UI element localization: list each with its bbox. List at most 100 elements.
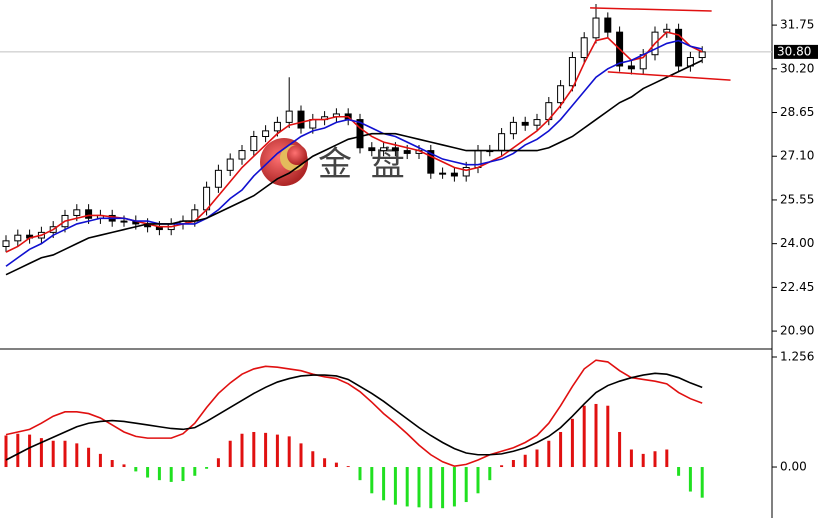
histogram-bar — [358, 467, 362, 481]
trendline — [607, 71, 731, 81]
histogram-bar — [594, 403, 598, 468]
histogram-bar — [535, 449, 539, 468]
histogram-bar — [334, 462, 338, 468]
candle-body — [403, 150, 411, 154]
watermark-logo — [260, 138, 308, 186]
candle-body — [73, 209, 81, 216]
histogram-bar — [264, 432, 268, 468]
trendline — [590, 7, 712, 12]
candle-body — [120, 220, 128, 223]
histogram-bar — [570, 418, 574, 468]
candle-body — [273, 121, 281, 132]
histogram-bar — [382, 467, 386, 501]
candle-body — [297, 110, 305, 129]
histogram-bar — [228, 440, 232, 468]
histogram-bar — [205, 467, 209, 469]
candle-body — [592, 17, 600, 39]
price-label-box — [774, 44, 818, 59]
histogram-bar — [641, 453, 645, 468]
candle-body — [391, 147, 399, 152]
candle-body — [380, 147, 388, 152]
histogram-bar — [134, 467, 138, 472]
histogram-bar — [559, 431, 563, 468]
indicator-line — [5, 39, 703, 267]
candle-body — [698, 51, 706, 59]
histogram-bar — [547, 440, 551, 468]
histogram-bar — [393, 467, 397, 505]
histogram-bar — [287, 436, 291, 468]
histogram-bar — [476, 467, 480, 494]
histogram-bar — [122, 464, 126, 468]
candle-body — [568, 57, 576, 87]
y-tick-label: 27.10 — [780, 149, 814, 163]
histogram-bar — [311, 451, 315, 468]
y-tick-label: 0.00 — [780, 460, 807, 474]
histogram-bar — [16, 433, 20, 468]
candle-body — [580, 37, 588, 59]
histogram-bar — [98, 453, 102, 468]
histogram-bar — [523, 454, 527, 468]
histogram-bar — [87, 447, 91, 468]
histogram-bar — [346, 466, 350, 468]
histogram-bar — [488, 467, 492, 481]
histogram-bar — [193, 467, 197, 476]
indicator-line — [5, 372, 703, 461]
histogram-bar — [157, 467, 161, 481]
candle-body — [262, 130, 270, 137]
histogram-bar — [618, 431, 622, 468]
candle-body — [214, 169, 222, 188]
histogram-bar — [417, 467, 421, 508]
candle-body — [521, 121, 529, 126]
histogram-bar — [665, 449, 669, 468]
histogram-bar — [629, 449, 633, 468]
candle-body — [368, 147, 376, 152]
candle-body — [250, 135, 258, 152]
histogram-bar — [464, 467, 468, 503]
candle-body — [238, 150, 246, 160]
histogram-bar — [75, 443, 79, 468]
y-tick-label: 25.55 — [780, 192, 814, 206]
histogram-bar — [39, 438, 43, 468]
indicator-line — [5, 359, 703, 467]
histogram-bar — [606, 405, 610, 468]
histogram-bar — [653, 451, 657, 468]
watermark: 金 盘 — [318, 145, 409, 185]
price-label: 30.80 — [777, 44, 811, 58]
histogram-bar — [441, 467, 445, 509]
histogram-bar — [429, 467, 433, 509]
histogram-bar — [252, 431, 256, 468]
candle-body — [85, 209, 93, 219]
candle-body — [427, 150, 435, 174]
candle-body — [439, 172, 447, 175]
indicator-line — [5, 59, 703, 276]
candle-body — [604, 17, 612, 33]
histogram-bar — [370, 467, 374, 494]
candle-body — [498, 133, 506, 152]
histogram-bar — [582, 405, 586, 468]
candle-body — [557, 85, 565, 104]
histogram-bar — [110, 460, 114, 468]
y-tick-label: 20.90 — [780, 324, 814, 338]
histogram-bar — [181, 467, 185, 482]
candle-body — [627, 65, 635, 70]
candle-body — [356, 119, 364, 149]
histogram-bar — [677, 467, 681, 476]
histogram-bar — [240, 433, 244, 468]
y-tick-label: 28.65 — [780, 105, 814, 119]
histogram-bar — [405, 467, 409, 507]
y-tick-label: 1.256 — [780, 350, 814, 364]
histogram-bar — [4, 435, 8, 468]
y-tick-label: 22.45 — [780, 280, 814, 294]
histogram-bar — [700, 467, 704, 498]
histogram-bar — [688, 467, 692, 492]
histogram-bar — [299, 443, 303, 468]
histogram-bar — [169, 467, 173, 482]
candle-body — [533, 119, 541, 126]
candle-body — [2, 240, 10, 247]
histogram-bar — [452, 467, 456, 507]
candle-body — [285, 110, 293, 123]
y-tick-label: 30.20 — [780, 61, 814, 75]
histogram-bar — [63, 440, 67, 468]
